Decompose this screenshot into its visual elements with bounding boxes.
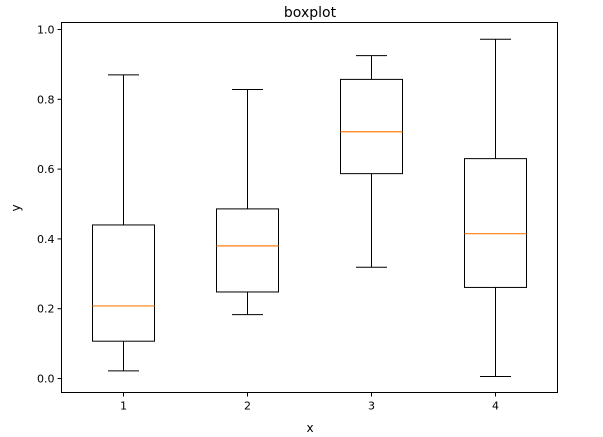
- plot-frame: [61, 22, 558, 393]
- y-tick-label: 0.2: [37, 303, 55, 316]
- y-axis-label: y: [9, 204, 23, 211]
- y-tick-label: 0.4: [37, 233, 55, 246]
- y-tick-label: 0.0: [37, 373, 55, 386]
- iqr-box: [216, 208, 279, 293]
- chart-title: boxplot: [284, 5, 337, 21]
- y-tick-label: 0.6: [37, 163, 55, 176]
- y-axis-ticks: 0.0 0.2 0.4 0.6 0.8 1.0: [37, 23, 62, 386]
- box-group-4: [464, 38, 527, 377]
- y-tick-label: 1.0: [37, 23, 55, 36]
- x-tick-label: 2: [244, 400, 251, 413]
- iqr-box: [92, 224, 155, 342]
- box-group-1: [92, 74, 155, 372]
- x-tick-label: 4: [492, 400, 499, 413]
- box-group-2: [216, 89, 279, 316]
- iqr-box: [340, 78, 403, 175]
- x-tick-label: 3: [368, 400, 375, 413]
- y-tick-label: 0.8: [37, 93, 55, 106]
- x-axis-ticks: 1 2 3 4: [120, 392, 499, 413]
- x-axis-label: x: [306, 421, 313, 435]
- plot-area: [92, 38, 527, 377]
- x-tick-label: 1: [120, 400, 127, 413]
- iqr-box: [464, 158, 527, 288]
- box-group-3: [340, 55, 403, 268]
